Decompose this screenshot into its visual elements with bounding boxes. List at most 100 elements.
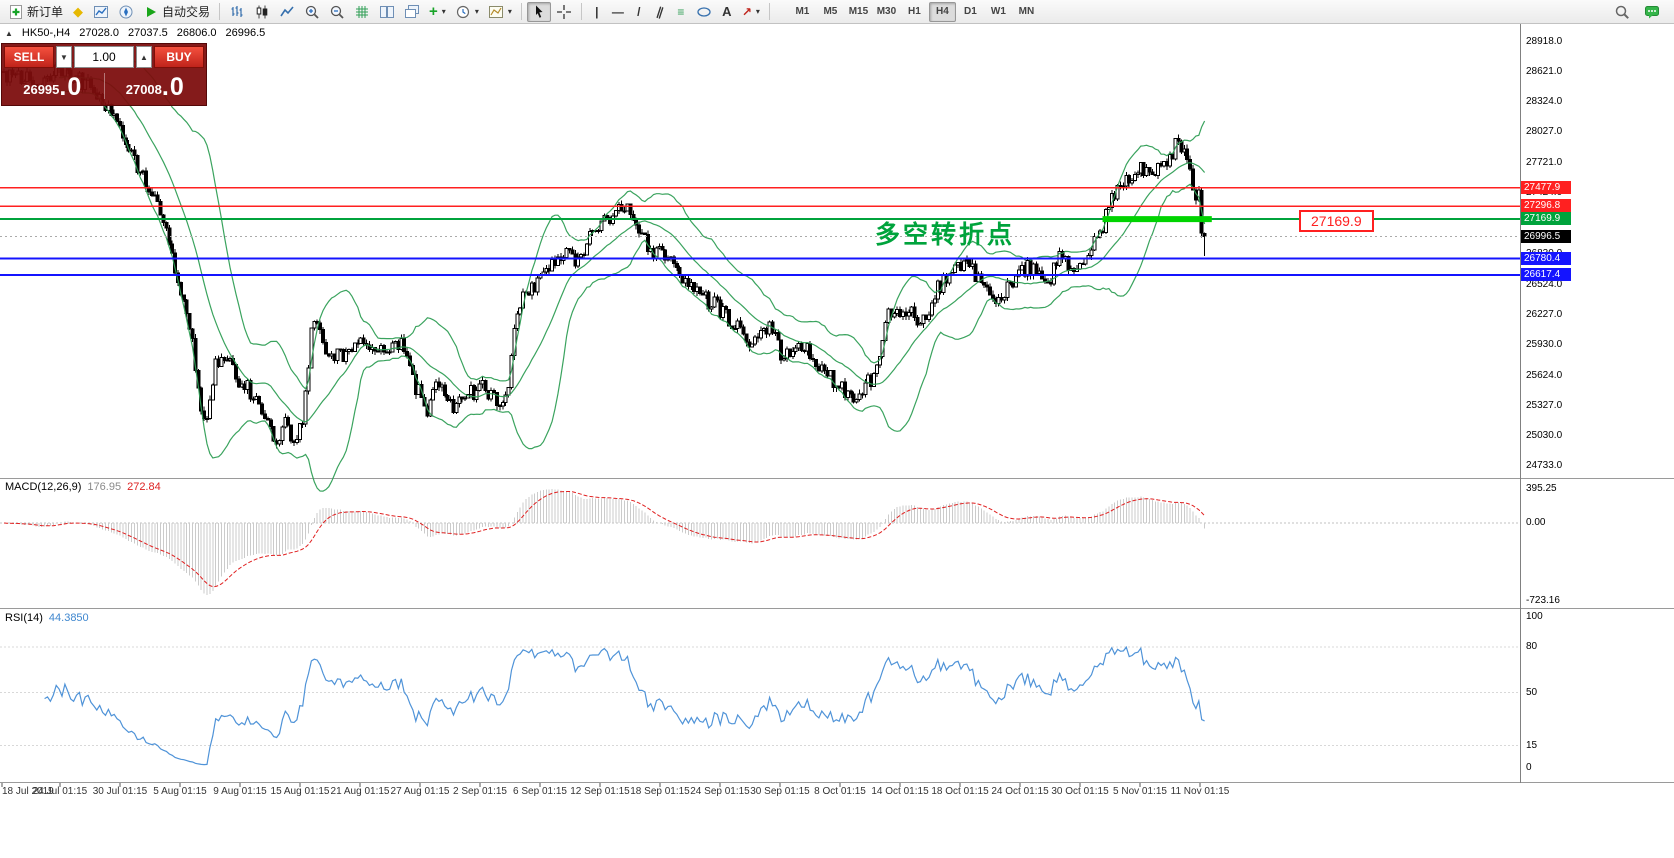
fibonacci-icon: ≡ — [677, 4, 685, 19]
channel-button[interactable]: ∥ — [650, 2, 670, 22]
add-indicator-button[interactable]: + ▾ — [425, 2, 450, 22]
trendline-button[interactable]: / — [629, 2, 649, 22]
chat-icon — [1645, 5, 1659, 18]
ohlc-high: 27037.5 — [127, 27, 168, 39]
volume-increase-button[interactable]: ▲ — [136, 46, 152, 68]
macd-scale-label: 395.25 — [1526, 483, 1557, 494]
date-axis-label: 24 Sep 01:15 — [690, 786, 750, 797]
trendline-icon: / — [637, 4, 641, 19]
new-order-label: 新订单 — [27, 5, 64, 19]
toolbar-right-group — [1610, 2, 1670, 22]
text-tool-button[interactable]: A — [717, 2, 737, 22]
zoom-out-button[interactable] — [325, 2, 349, 22]
timeframe-button-W1[interactable]: W1 — [990, 6, 1006, 17]
rsi-scale-label: 0 — [1526, 762, 1532, 774]
date-axis-label: 30 Sep 01:15 — [750, 786, 810, 797]
buy-price[interactable]: 27008 .0 — [105, 75, 207, 103]
timeframe-button-H4[interactable]: H4 — [928, 1, 956, 22]
timeframe-button-M5[interactable]: M5 — [823, 6, 838, 17]
one-click-trading-panel: SELL ▼ 1.00 ▲ BUY 26995 .0 27008 .0 — [1, 43, 207, 106]
price-scale-label: 27721.0 — [1526, 157, 1563, 169]
date-axis-label: 18 Jul 2019 — [2, 786, 54, 797]
ellipse-shape-icon — [697, 6, 711, 17]
timeframe-button-M1[interactable]: M1 — [795, 6, 810, 17]
toolbar-separator — [520, 3, 522, 20]
level-price-label[interactable]: 27169.9 — [1299, 210, 1374, 232]
market-watch-button[interactable] — [89, 2, 113, 22]
new-order-button[interactable]: 新订单 — [4, 2, 67, 22]
channel-icon: ∥ — [654, 3, 665, 20]
template-icon — [488, 5, 503, 18]
cascade-windows-button[interactable] — [400, 2, 424, 22]
search-button[interactable] — [1610, 2, 1634, 22]
chat-button[interactable] — [1640, 2, 1664, 22]
date-axis-label: 5 Nov 01:15 — [1113, 786, 1167, 797]
chevron-down-icon: ▾ — [441, 6, 446, 16]
toolbar-separator — [219, 3, 221, 20]
vertical-line-button[interactable]: | — [587, 2, 607, 22]
arrow-tool-icon: ↗ — [741, 4, 752, 19]
crosshair-icon — [556, 4, 571, 19]
price-level-badge: 26780.4 — [1521, 251, 1571, 265]
auto-trading-icon — [147, 6, 157, 17]
sell-button[interactable]: SELL — [4, 46, 54, 68]
cascade-windows-icon — [405, 4, 420, 18]
auto-trading-button[interactable]: 自动交易 — [139, 2, 214, 22]
date-axis-label: 27 Aug 01:15 — [390, 786, 450, 797]
buy-price-small: 27008 — [125, 82, 162, 97]
price-level-badge: 27477.9 — [1521, 180, 1571, 194]
tile-windows-button[interactable] — [375, 2, 399, 22]
sell-price[interactable]: 26995 .0 — [2, 75, 104, 103]
timeframe-button-MN[interactable]: MN — [1018, 6, 1035, 17]
fibonacci-button[interactable]: ≡ — [671, 2, 691, 22]
price-scale-label: 28324.0 — [1526, 96, 1563, 108]
date-axis-label: 30 Oct 01:15 — [1051, 786, 1109, 797]
timeframe-button-H1[interactable]: H1 — [908, 6, 921, 17]
date-axis-label: 2 Sep 01:15 — [453, 786, 507, 797]
timeframe-button-M15[interactable]: M15 — [848, 6, 869, 17]
timeframe-toolbar: M1 M5 M15 M30 H1 H4 D1 W1 MN — [789, 1, 1040, 22]
rsi-label: RSI(14) 44.3850 — [5, 612, 89, 624]
new-order-icon — [10, 4, 22, 19]
timeframe-button-M30[interactable]: M30 — [876, 6, 897, 17]
rsi-name: RSI(14) — [5, 612, 43, 624]
arrow-tool-button[interactable]: ↗ ▾ — [738, 2, 764, 22]
volume-input[interactable]: 1.00 — [74, 46, 134, 68]
navigator-icon — [119, 5, 133, 18]
date-axis-label: 18 Sep 01:15 — [630, 786, 690, 797]
rsi-scale-label: 100 — [1526, 611, 1543, 622]
date-axis-label: 6 Sep 01:15 — [513, 786, 567, 797]
crosshair-button[interactable] — [552, 2, 576, 22]
sell-price-small: 26995 — [23, 82, 60, 97]
period-selector-button[interactable]: ▾ — [451, 2, 483, 22]
zoom-in-button[interactable] — [300, 2, 324, 22]
date-axis-label: 5 Aug 01:15 — [153, 786, 207, 797]
timeframe-button-D1[interactable]: D1 — [964, 6, 977, 17]
tile-windows-icon — [380, 5, 395, 18]
cursor-button[interactable] — [526, 1, 551, 22]
navigator-button[interactable] — [114, 2, 138, 22]
template-button[interactable]: ▾ — [484, 2, 516, 22]
candlestick-chart-button[interactable] — [250, 2, 274, 22]
one-click-toggle-icon[interactable]: ▲ — [5, 28, 13, 38]
line-chart-icon — [280, 5, 294, 16]
horizontal-line-button[interactable]: — — [608, 2, 628, 22]
buy-button[interactable]: BUY — [154, 46, 204, 68]
profile-button[interactable]: ◆ — [68, 2, 88, 22]
grid-button[interactable] — [350, 2, 374, 22]
rsi-scale-label: 15 — [1526, 739, 1538, 751]
price-scale-label: 28918.0 — [1526, 36, 1563, 47]
chart-annotation-text[interactable]: 多空转折点 — [875, 221, 1016, 249]
shapes-button[interactable] — [692, 2, 716, 22]
bar-chart-button[interactable] — [225, 2, 249, 22]
macd-scale-label: 0.00 — [1526, 517, 1546, 528]
ohlc-open: 27028.0 — [79, 27, 119, 39]
volume-decrease-button[interactable]: ▼ — [56, 46, 72, 68]
price-scale-label: 26524.0 — [1526, 278, 1563, 290]
date-axis-label: 18 Oct 01:15 — [931, 786, 989, 797]
candlestick-chart-icon — [256, 5, 268, 18]
line-chart-button[interactable] — [275, 2, 299, 22]
date-axis-label: 12 Sep 01:15 — [570, 786, 630, 797]
